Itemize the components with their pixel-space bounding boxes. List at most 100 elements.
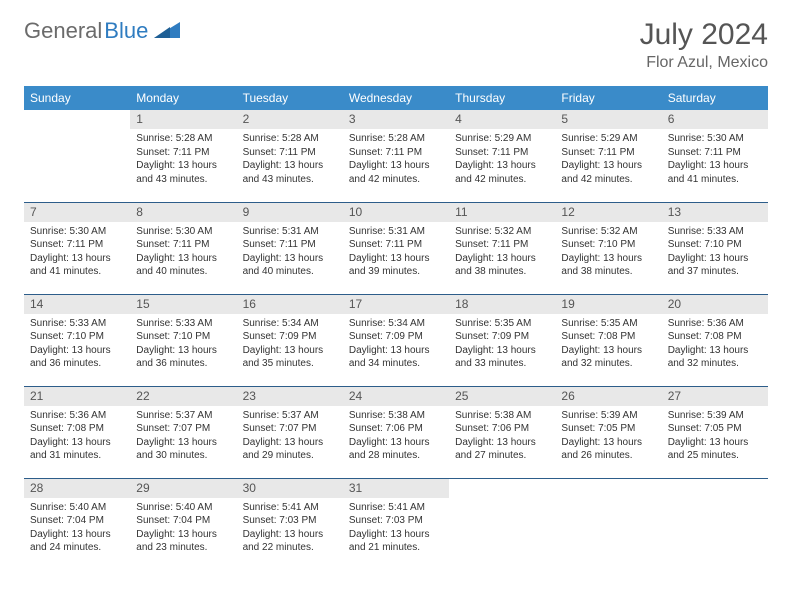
day-number: 29	[130, 479, 236, 498]
daylight-line: Daylight: 13 hours and 36 minutes.	[136, 344, 230, 371]
daylight-line: Daylight: 13 hours and 25 minutes.	[668, 436, 762, 463]
daylight-line: Daylight: 13 hours and 35 minutes.	[243, 344, 337, 371]
day-number: 5	[555, 110, 661, 129]
calendar-cell: 16Sunrise: 5:34 AMSunset: 7:09 PMDayligh…	[237, 294, 343, 386]
daylight-line: Daylight: 13 hours and 42 minutes.	[561, 159, 655, 186]
sunset-line: Sunset: 7:11 PM	[30, 238, 124, 252]
sunset-line: Sunset: 7:11 PM	[668, 146, 762, 160]
weekday-header: Sunday	[24, 86, 130, 110]
day-details: Sunrise: 5:33 AMSunset: 7:10 PMDaylight:…	[24, 314, 130, 375]
logo-text-general: General	[24, 18, 102, 44]
sunset-line: Sunset: 7:10 PM	[668, 238, 762, 252]
daylight-line: Daylight: 13 hours and 40 minutes.	[243, 252, 337, 279]
daylight-line: Daylight: 13 hours and 41 minutes.	[30, 252, 124, 279]
day-number: 20	[662, 295, 768, 314]
calendar-cell: 27Sunrise: 5:39 AMSunset: 7:05 PMDayligh…	[662, 386, 768, 478]
daylight-line: Daylight: 13 hours and 21 minutes.	[349, 528, 443, 555]
calendar-cell	[662, 478, 768, 570]
sunrise-line: Sunrise: 5:35 AM	[455, 317, 549, 331]
day-number: 16	[237, 295, 343, 314]
daylight-line: Daylight: 13 hours and 40 minutes.	[136, 252, 230, 279]
sunset-line: Sunset: 7:07 PM	[136, 422, 230, 436]
sunset-line: Sunset: 7:03 PM	[243, 514, 337, 528]
sunrise-line: Sunrise: 5:38 AM	[349, 409, 443, 423]
calendar-cell: 30Sunrise: 5:41 AMSunset: 7:03 PMDayligh…	[237, 478, 343, 570]
day-details: Sunrise: 5:34 AMSunset: 7:09 PMDaylight:…	[343, 314, 449, 375]
daylight-line: Daylight: 13 hours and 43 minutes.	[243, 159, 337, 186]
calendar-cell: 11Sunrise: 5:32 AMSunset: 7:11 PMDayligh…	[449, 202, 555, 294]
daylight-line: Daylight: 13 hours and 41 minutes.	[668, 159, 762, 186]
day-number: 2	[237, 110, 343, 129]
day-details: Sunrise: 5:41 AMSunset: 7:03 PMDaylight:…	[343, 498, 449, 559]
sunset-line: Sunset: 7:07 PM	[243, 422, 337, 436]
day-details: Sunrise: 5:41 AMSunset: 7:03 PMDaylight:…	[237, 498, 343, 559]
sunrise-line: Sunrise: 5:33 AM	[136, 317, 230, 331]
day-number: 18	[449, 295, 555, 314]
daylight-line: Daylight: 13 hours and 34 minutes.	[349, 344, 443, 371]
day-number: 30	[237, 479, 343, 498]
daylight-line: Daylight: 13 hours and 39 minutes.	[349, 252, 443, 279]
sunset-line: Sunset: 7:10 PM	[30, 330, 124, 344]
daylight-line: Daylight: 13 hours and 43 minutes.	[136, 159, 230, 186]
day-number: 11	[449, 203, 555, 222]
sunset-line: Sunset: 7:05 PM	[561, 422, 655, 436]
sunrise-line: Sunrise: 5:37 AM	[243, 409, 337, 423]
day-number: 31	[343, 479, 449, 498]
sunset-line: Sunset: 7:08 PM	[30, 422, 124, 436]
sunrise-line: Sunrise: 5:30 AM	[136, 225, 230, 239]
sunrise-line: Sunrise: 5:28 AM	[349, 132, 443, 146]
calendar-cell: 29Sunrise: 5:40 AMSunset: 7:04 PMDayligh…	[130, 478, 236, 570]
day-details: Sunrise: 5:33 AMSunset: 7:10 PMDaylight:…	[662, 222, 768, 283]
daylight-line: Daylight: 13 hours and 36 minutes.	[30, 344, 124, 371]
day-number: 6	[662, 110, 768, 129]
day-number: 17	[343, 295, 449, 314]
day-number: 8	[130, 203, 236, 222]
page-header: GeneralBlue July 2024 Flor Azul, Mexico	[24, 18, 768, 72]
day-number: 28	[24, 479, 130, 498]
day-details: Sunrise: 5:29 AMSunset: 7:11 PMDaylight:…	[449, 129, 555, 190]
calendar-header-row: SundayMondayTuesdayWednesdayThursdayFrid…	[24, 86, 768, 110]
calendar-cell: 23Sunrise: 5:37 AMSunset: 7:07 PMDayligh…	[237, 386, 343, 478]
month-title: July 2024	[640, 18, 768, 52]
calendar-cell: 4Sunrise: 5:29 AMSunset: 7:11 PMDaylight…	[449, 110, 555, 202]
sunrise-line: Sunrise: 5:35 AM	[561, 317, 655, 331]
sunset-line: Sunset: 7:11 PM	[243, 238, 337, 252]
day-details: Sunrise: 5:31 AMSunset: 7:11 PMDaylight:…	[237, 222, 343, 283]
sunrise-line: Sunrise: 5:39 AM	[561, 409, 655, 423]
daylight-line: Daylight: 13 hours and 23 minutes.	[136, 528, 230, 555]
calendar-cell: 5Sunrise: 5:29 AMSunset: 7:11 PMDaylight…	[555, 110, 661, 202]
day-details: Sunrise: 5:30 AMSunset: 7:11 PMDaylight:…	[662, 129, 768, 190]
calendar-cell: 6Sunrise: 5:30 AMSunset: 7:11 PMDaylight…	[662, 110, 768, 202]
sunrise-line: Sunrise: 5:33 AM	[30, 317, 124, 331]
day-details: Sunrise: 5:28 AMSunset: 7:11 PMDaylight:…	[343, 129, 449, 190]
day-number: 22	[130, 387, 236, 406]
sunrise-line: Sunrise: 5:34 AM	[243, 317, 337, 331]
calendar-cell: 17Sunrise: 5:34 AMSunset: 7:09 PMDayligh…	[343, 294, 449, 386]
day-number: 15	[130, 295, 236, 314]
sunrise-line: Sunrise: 5:41 AM	[243, 501, 337, 515]
day-details: Sunrise: 5:36 AMSunset: 7:08 PMDaylight:…	[24, 406, 130, 467]
day-details: Sunrise: 5:39 AMSunset: 7:05 PMDaylight:…	[555, 406, 661, 467]
calendar-cell: 7Sunrise: 5:30 AMSunset: 7:11 PMDaylight…	[24, 202, 130, 294]
day-number: 1	[130, 110, 236, 129]
weekday-header: Tuesday	[237, 86, 343, 110]
daylight-line: Daylight: 13 hours and 22 minutes.	[243, 528, 337, 555]
sunrise-line: Sunrise: 5:40 AM	[136, 501, 230, 515]
sunrise-line: Sunrise: 5:40 AM	[30, 501, 124, 515]
calendar-cell: 3Sunrise: 5:28 AMSunset: 7:11 PMDaylight…	[343, 110, 449, 202]
calendar-cell: 14Sunrise: 5:33 AMSunset: 7:10 PMDayligh…	[24, 294, 130, 386]
calendar-cell: 2Sunrise: 5:28 AMSunset: 7:11 PMDaylight…	[237, 110, 343, 202]
daylight-line: Daylight: 13 hours and 29 minutes.	[243, 436, 337, 463]
calendar-table: SundayMondayTuesdayWednesdayThursdayFrid…	[24, 86, 768, 570]
weekday-header: Friday	[555, 86, 661, 110]
day-details: Sunrise: 5:28 AMSunset: 7:11 PMDaylight:…	[237, 129, 343, 190]
daylight-line: Daylight: 13 hours and 38 minutes.	[561, 252, 655, 279]
sunset-line: Sunset: 7:11 PM	[561, 146, 655, 160]
day-details: Sunrise: 5:35 AMSunset: 7:08 PMDaylight:…	[555, 314, 661, 375]
calendar-cell: 10Sunrise: 5:31 AMSunset: 7:11 PMDayligh…	[343, 202, 449, 294]
sunset-line: Sunset: 7:05 PM	[668, 422, 762, 436]
sunrise-line: Sunrise: 5:34 AM	[349, 317, 443, 331]
daylight-line: Daylight: 13 hours and 38 minutes.	[455, 252, 549, 279]
daylight-line: Daylight: 13 hours and 26 minutes.	[561, 436, 655, 463]
day-number: 3	[343, 110, 449, 129]
